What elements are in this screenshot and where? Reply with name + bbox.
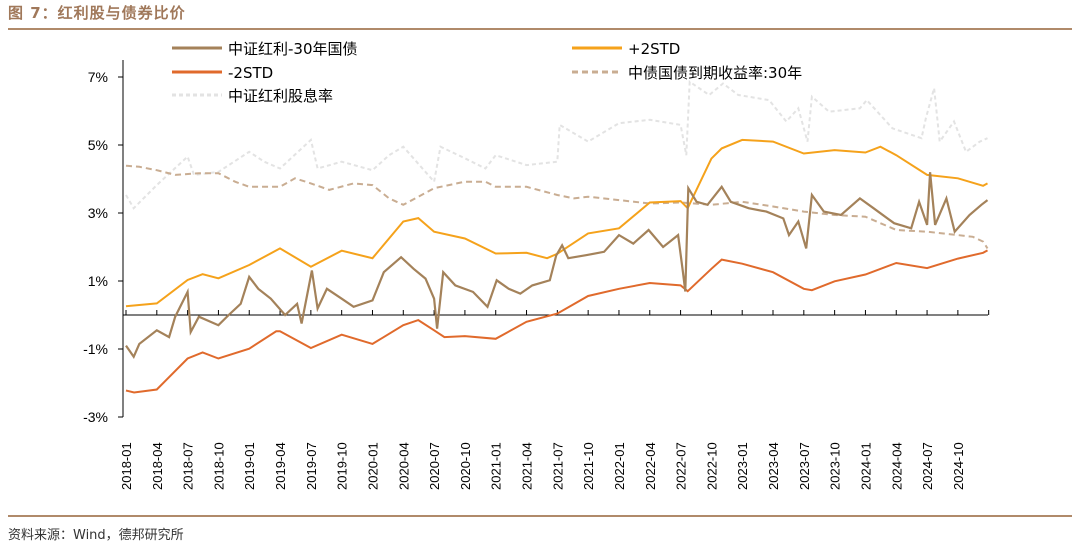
x-tick-label: 2019-04 xyxy=(273,442,288,490)
x-tick-label: 2020-07 xyxy=(427,442,442,490)
legend-label: 中证红利-30年国债 xyxy=(228,40,358,58)
figure-title: 图 7：红利股与债券比价 xyxy=(8,4,186,22)
x-tick-label: 2024-01 xyxy=(858,442,873,490)
series-line-2 xyxy=(125,249,988,394)
x-tick-label: 2020-04 xyxy=(396,442,411,490)
x-tick-label: 2023-07 xyxy=(797,442,812,490)
y-tick-label: -3% xyxy=(83,409,108,425)
legend-label: 中债国债到期收益率:30年 xyxy=(628,64,802,82)
x-tick-label: 2019-01 xyxy=(242,442,257,490)
x-tick-label: 2018-04 xyxy=(150,442,165,490)
x-tick-label: 2022-04 xyxy=(643,442,658,490)
x-tick-label: 2018-01 xyxy=(119,442,134,490)
legend-label: +2STD xyxy=(628,40,680,58)
legend-label: 中证红利股息率 xyxy=(228,87,333,105)
x-tick-label: 2018-10 xyxy=(211,442,226,490)
x-tick-label: 2023-01 xyxy=(735,442,750,490)
x-tick-label: 2021-04 xyxy=(520,442,535,490)
x-tick-label: 2020-10 xyxy=(458,442,473,490)
y-tick-label: 7% xyxy=(88,69,108,85)
x-tick-label: 2024-07 xyxy=(920,442,935,490)
x-tick-label: 2018-07 xyxy=(181,442,196,490)
y-tick-label: 5% xyxy=(88,137,108,153)
x-tick-label: 2022-10 xyxy=(704,442,719,490)
x-tick-label: 2023-04 xyxy=(766,442,781,490)
x-tick-label: 2021-10 xyxy=(581,442,596,490)
y-tick-label: 3% xyxy=(88,205,108,221)
x-tick-label: 2024-10 xyxy=(951,442,966,490)
series-line-1 xyxy=(125,138,988,308)
series-line-3 xyxy=(125,164,989,249)
x-tick-label: 2021-07 xyxy=(550,442,565,490)
y-tick-label: 1% xyxy=(88,273,108,289)
x-tick-label: 2024-04 xyxy=(889,442,904,490)
x-tick-label: 2023-10 xyxy=(828,442,843,490)
x-tick-label: 2019-10 xyxy=(335,442,350,490)
x-tick-label: 2019-07 xyxy=(304,442,319,490)
series-line-0 xyxy=(125,172,989,360)
y-tick-label: -1% xyxy=(83,341,108,357)
x-tick-label: 2020-01 xyxy=(365,442,380,490)
x-tick-label: 2022-07 xyxy=(674,442,689,490)
x-tick-label: 2021-01 xyxy=(489,442,504,490)
x-tick-label: 2022-01 xyxy=(612,442,627,490)
legend-label: -2STD xyxy=(228,64,273,82)
source-note: 资料来源：Wind，德邦研究所 xyxy=(8,528,184,543)
series-line-4 xyxy=(125,79,988,210)
